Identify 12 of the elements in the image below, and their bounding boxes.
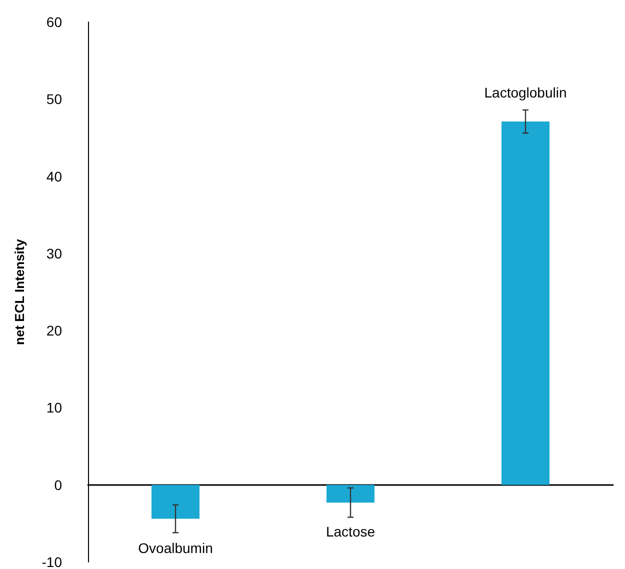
y-tick-label: 20 xyxy=(46,322,62,339)
y-tick-label: 40 xyxy=(46,168,62,184)
y-tick-label: 60 xyxy=(46,14,62,30)
x-tick-label: Lactose xyxy=(326,524,376,540)
y-tick-label: 0 xyxy=(54,476,62,493)
y-tick-label: -10 xyxy=(42,554,62,569)
y-tick-label: 30 xyxy=(46,245,62,262)
y-tick-label: 10 xyxy=(46,400,62,416)
y-axis-title: net ECL Intensity xyxy=(12,238,27,345)
x-tick-label: Ovoalbumin xyxy=(138,540,213,556)
x-tick-label: Lactoglobulin xyxy=(484,84,567,101)
y-tick-label: 50 xyxy=(46,91,62,108)
